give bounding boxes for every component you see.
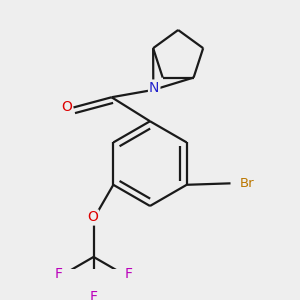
Text: N: N [149,81,159,94]
Text: O: O [61,100,72,115]
Text: F: F [90,290,98,300]
Text: F: F [55,267,63,281]
Text: O: O [87,211,98,224]
Text: F: F [124,267,133,281]
Text: Br: Br [240,177,254,190]
